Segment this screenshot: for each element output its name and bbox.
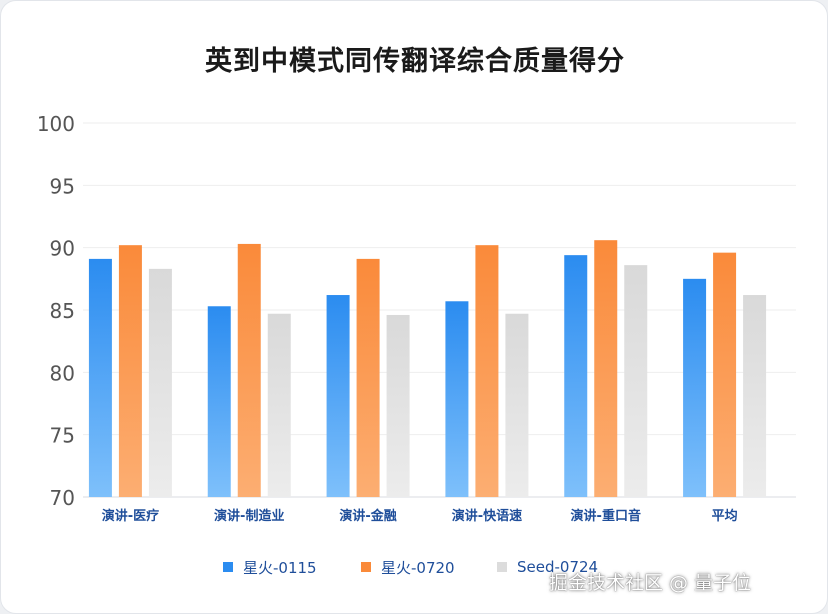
legend-item: 星火-0115 bbox=[223, 555, 317, 579]
bar-2-2 bbox=[237, 243, 261, 497]
bar-1-2 bbox=[207, 306, 231, 497]
bar-2-6 bbox=[713, 252, 737, 497]
bar-2-1 bbox=[118, 245, 142, 497]
legend-label: 星火-0720 bbox=[381, 558, 455, 577]
y-tick-label: 70 bbox=[50, 486, 75, 510]
legend-item: Seed-0724 bbox=[497, 555, 598, 579]
y-tick-label: 100 bbox=[37, 112, 75, 136]
bar-3-1 bbox=[148, 268, 172, 497]
y-tick-label: 85 bbox=[50, 299, 75, 323]
bar-2-3 bbox=[356, 258, 380, 497]
y-tick-label: 75 bbox=[50, 424, 75, 448]
x-tick-label: 演讲-金融 bbox=[339, 508, 396, 524]
bar-3-3 bbox=[386, 314, 410, 497]
gridlines bbox=[83, 122, 796, 498]
x-tick-label: 演讲-医疗 bbox=[102, 508, 159, 524]
legend-item: 星火-0720 bbox=[361, 555, 455, 579]
x-tick-label: 演讲-重口音 bbox=[571, 508, 641, 524]
y-tick-label: 90 bbox=[50, 237, 75, 261]
legend-swatch bbox=[223, 562, 233, 572]
bar-2-4 bbox=[475, 245, 499, 497]
x-tick-label: 演讲-制造业 bbox=[214, 508, 284, 524]
x-tick-label: 演讲-快语速 bbox=[452, 508, 522, 524]
bar-3-2 bbox=[267, 313, 291, 497]
legend-swatch bbox=[361, 562, 371, 572]
x-axis-ticks: 演讲-医疗 演讲-制造业 演讲-金融 演讲-快语速 演讲-重口音 平均 bbox=[102, 508, 738, 524]
bar-1-6 bbox=[683, 278, 707, 497]
bar-1-4 bbox=[445, 301, 469, 497]
y-tick-label: 80 bbox=[50, 361, 75, 385]
legend-label: 星火-0115 bbox=[243, 558, 317, 577]
legend: 星火-0115 星火-0720 Seed-0724 bbox=[1, 555, 827, 579]
bar-2-5 bbox=[594, 240, 618, 498]
bar-3-6 bbox=[743, 295, 767, 497]
y-axis-ticks: 70 75 80 85 90 95 100 bbox=[37, 112, 75, 510]
watermark: 掘金技术社区 @ 量子位 bbox=[549, 572, 752, 594]
legend-label: Seed-0724 bbox=[517, 558, 599, 576]
bar-1-5 bbox=[564, 255, 588, 497]
legend-swatch bbox=[497, 562, 507, 572]
bar-1-1 bbox=[88, 258, 112, 497]
x-tick-label: 平均 bbox=[712, 508, 738, 524]
bar-3-4 bbox=[505, 313, 529, 497]
bar-3-5 bbox=[624, 265, 648, 497]
bars bbox=[88, 240, 767, 498]
bar-1-3 bbox=[326, 295, 350, 497]
chart-title: 英到中模式同传翻译综合质量得分 bbox=[205, 46, 625, 77]
y-tick-label: 95 bbox=[50, 174, 75, 198]
